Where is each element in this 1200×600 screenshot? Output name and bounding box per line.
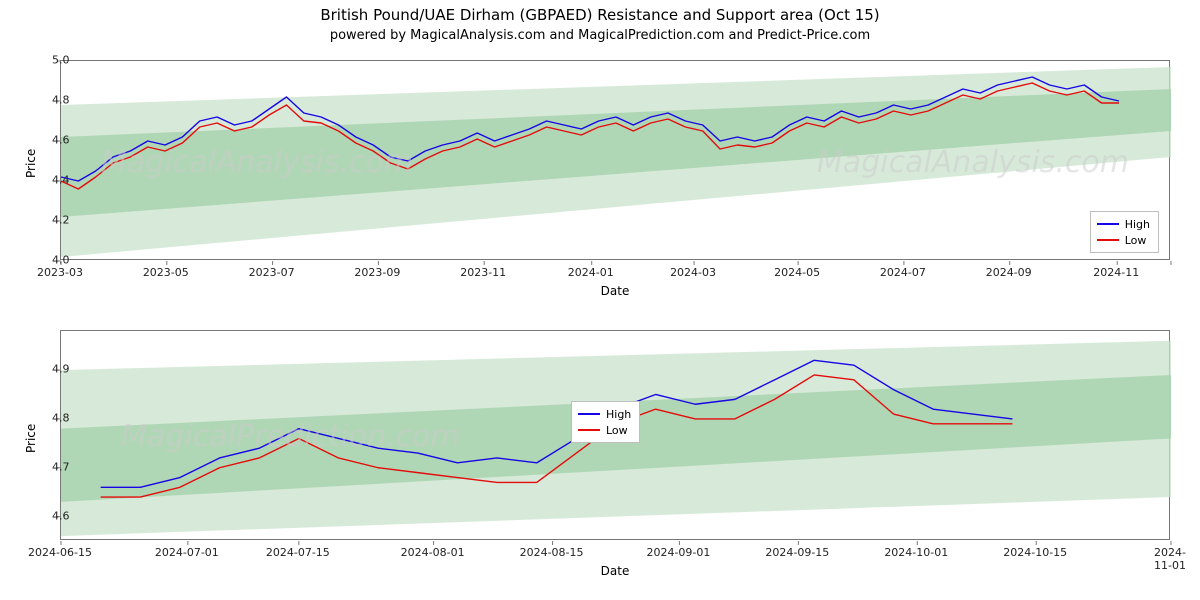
legend: High Low bbox=[1090, 211, 1159, 253]
top-chart-panel: MagicalAnalysis.com MagicalAnalysis.com … bbox=[60, 60, 1170, 260]
figure: British Pound/UAE Dirham (GBPAED) Resist… bbox=[0, 0, 1200, 600]
x-tick-label: 2024-09-01 bbox=[646, 546, 710, 559]
legend-item-low: Low bbox=[578, 422, 631, 438]
x-tick-label: 2024-03 bbox=[670, 266, 716, 279]
x-tick-label: 2024-07-01 bbox=[155, 546, 219, 559]
bottom-chart-panel: MagicalPrediction.com High Low bbox=[60, 330, 1170, 540]
x-tick-label: 2024-10-15 bbox=[1003, 546, 1067, 559]
legend-swatch-high bbox=[1097, 223, 1119, 225]
chart-subtitle: powered by MagicalAnalysis.com and Magic… bbox=[0, 28, 1200, 43]
x-axis-label: Date bbox=[60, 284, 1170, 298]
legend-swatch-low bbox=[578, 429, 600, 431]
x-tick-label: 2024-10-01 bbox=[884, 546, 948, 559]
x-tick-label: 2024-09 bbox=[986, 266, 1032, 279]
x-tick-label: 2023-07 bbox=[249, 266, 295, 279]
y-axis-label: Price bbox=[24, 149, 38, 178]
legend-label-low: Low bbox=[606, 424, 628, 437]
x-tick-label: 2023-03 bbox=[37, 266, 83, 279]
legend-swatch-low bbox=[1097, 239, 1119, 241]
x-tick-label: 2023-09 bbox=[354, 266, 400, 279]
y-axis-label: Price bbox=[24, 424, 38, 453]
x-tick-label: 2023-11 bbox=[460, 266, 506, 279]
x-axis-label: Date bbox=[60, 564, 1170, 578]
x-tick-label: 2024-05 bbox=[774, 266, 820, 279]
x-tick-label: 2024-09-15 bbox=[765, 546, 829, 559]
x-tick-label: 2024-11 bbox=[1093, 266, 1139, 279]
x-tick-label: 2023-05 bbox=[143, 266, 189, 279]
legend-item-high: High bbox=[578, 406, 631, 422]
x-tick-label: 2024-08-01 bbox=[401, 546, 465, 559]
x-tick-label: 2024-07 bbox=[880, 266, 926, 279]
legend-label-low: Low bbox=[1125, 234, 1147, 247]
x-tick-label: 2024-11-01 bbox=[1154, 546, 1186, 572]
x-tick-label: 2024-07-15 bbox=[266, 546, 330, 559]
legend-item-low: Low bbox=[1097, 232, 1150, 248]
legend-label-high: High bbox=[1125, 218, 1150, 231]
legend-item-high: High bbox=[1097, 216, 1150, 232]
x-tick-label: 2024-06-15 bbox=[28, 546, 92, 559]
legend-swatch-high bbox=[578, 413, 600, 415]
x-tick-label: 2024-08-15 bbox=[520, 546, 584, 559]
legend: High Low bbox=[571, 401, 640, 443]
x-tick-label: 2024-01 bbox=[568, 266, 614, 279]
chart-title: British Pound/UAE Dirham (GBPAED) Resist… bbox=[0, 6, 1200, 24]
legend-label-high: High bbox=[606, 408, 631, 421]
top-chart-svg bbox=[61, 61, 1171, 261]
